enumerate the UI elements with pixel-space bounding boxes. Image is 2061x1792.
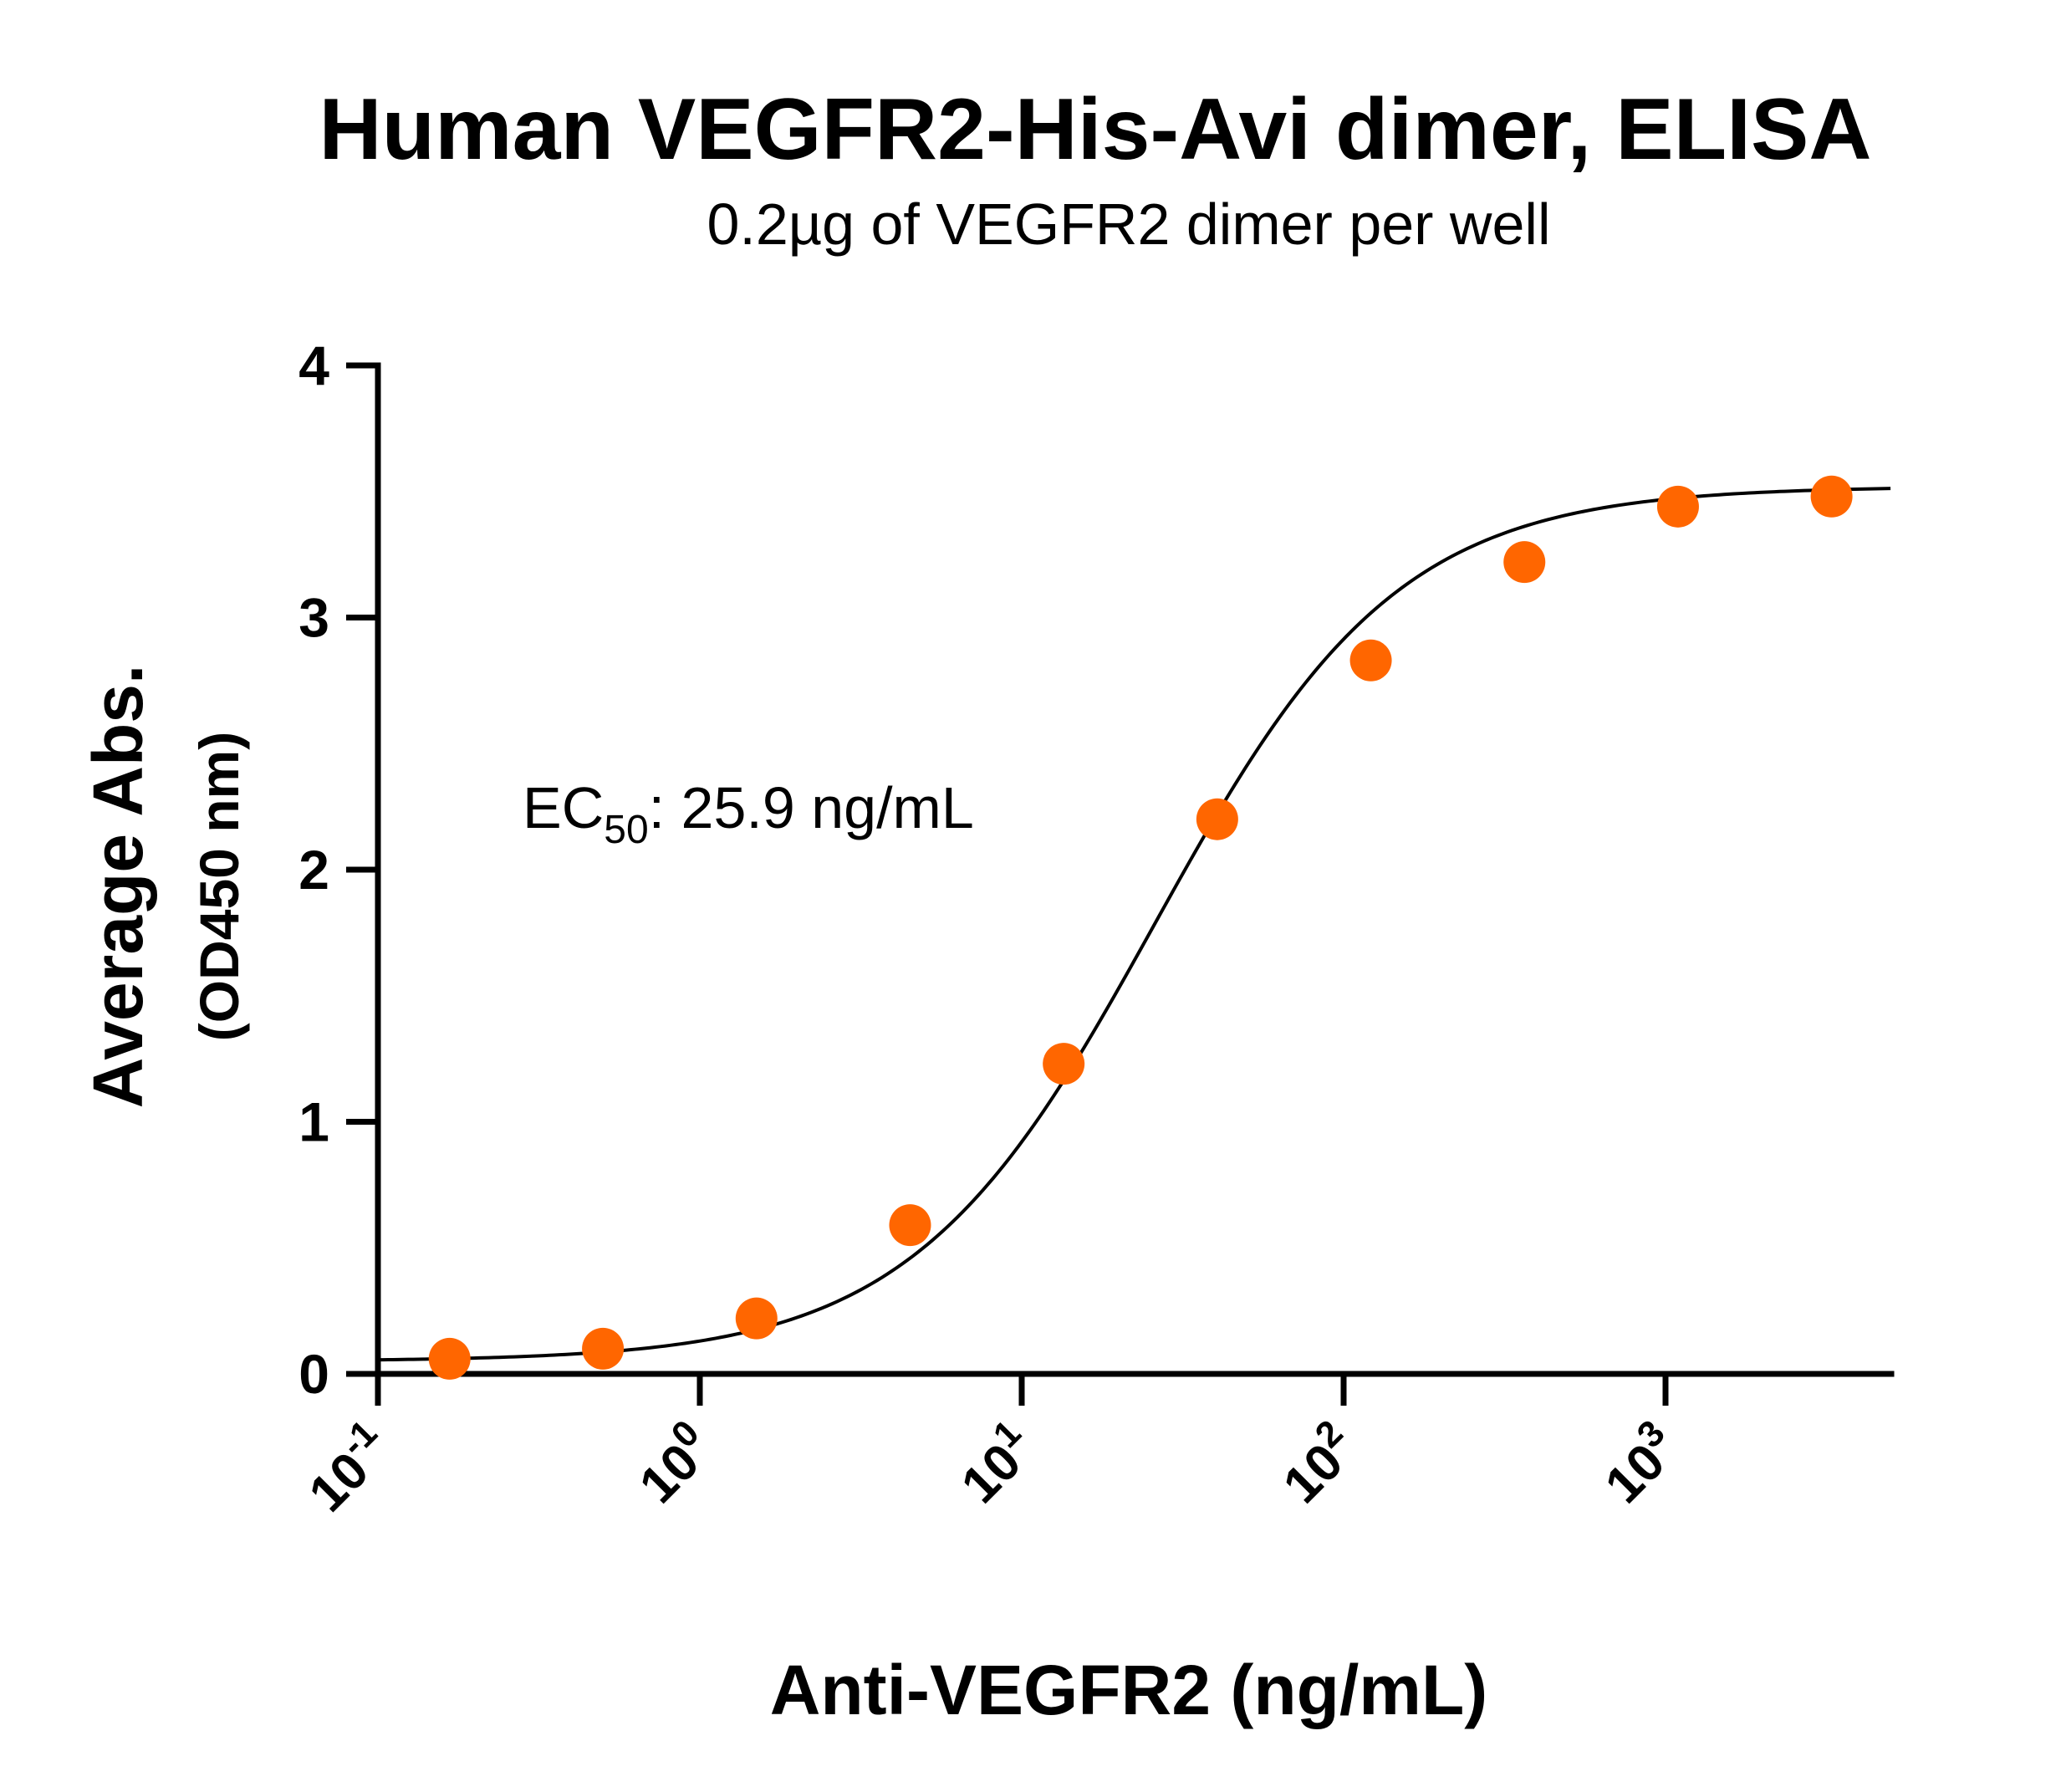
y-ticks: 0 1 2 3 4 — [298, 334, 378, 1405]
x-tick-label: 103 — [1589, 1412, 1691, 1514]
data-points — [428, 475, 1853, 1380]
data-point — [1810, 475, 1853, 518]
x-ticks: 10-1 100 101 102 103 — [293, 1374, 1691, 1523]
chart-subtitle: 0.2µg of VEGFR2 dimer per well — [707, 191, 1550, 257]
data-point — [889, 1204, 931, 1247]
data-point — [735, 1297, 778, 1340]
x-axis-label: Anti-VEGFR2 (ng/mL) — [770, 1651, 1488, 1729]
ec50-subscript: 50 — [604, 808, 648, 852]
data-point — [1196, 798, 1238, 840]
data-point — [582, 1327, 625, 1370]
data-point — [1043, 1043, 1085, 1085]
ec50-prefix: EC — [523, 775, 604, 840]
x-tick-label: 10-1 — [293, 1412, 403, 1523]
x-tick-label: 100 — [623, 1412, 725, 1514]
fit-curve — [377, 487, 1891, 1362]
y-tick-label: 2 — [298, 839, 329, 901]
chart-title: Human VEGFR2-His-Avi dimer, ELISA — [319, 81, 1872, 178]
x-tick-label: 101 — [945, 1412, 1047, 1514]
x-tick-label: 102 — [1267, 1412, 1369, 1514]
y-tick-label: 4 — [298, 334, 329, 396]
data-point — [428, 1337, 471, 1380]
y-tick-label: 0 — [298, 1343, 329, 1405]
y-tick-label: 1 — [298, 1091, 329, 1153]
data-point — [1349, 639, 1392, 682]
data-point — [1656, 485, 1699, 528]
y-axis-label: Average Abs. — [79, 665, 157, 1109]
ec50-value: : 25.9 ng/mL — [649, 775, 974, 840]
y-axis-unit-label: (OD450 nm) — [188, 732, 250, 1041]
y-tick-label: 3 — [298, 587, 329, 649]
data-point — [1503, 541, 1546, 584]
ec50-annotation: EC50: 25.9 ng/mL — [523, 775, 974, 852]
